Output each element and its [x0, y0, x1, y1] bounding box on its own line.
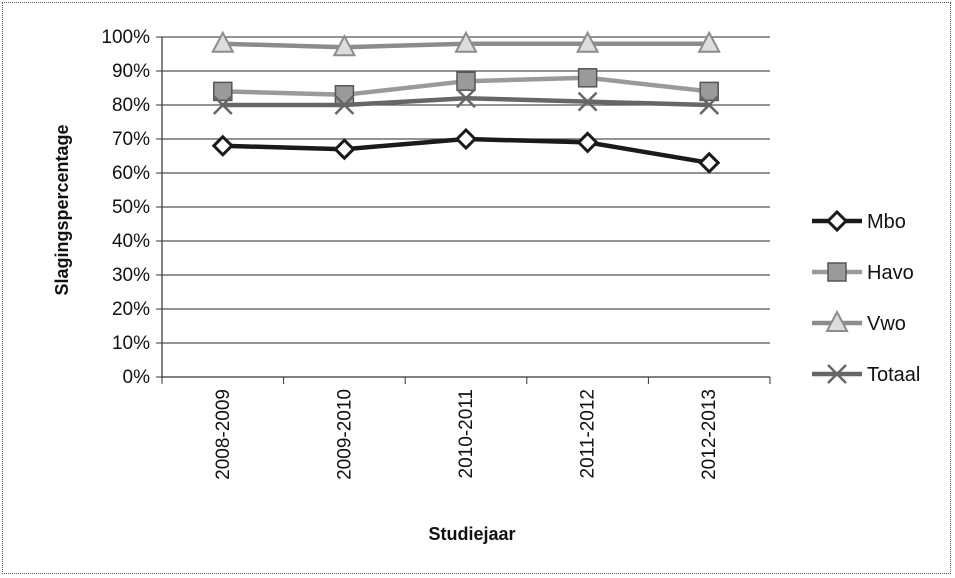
y-tick-label: 0% [123, 367, 151, 388]
data-point-vwo [454, 30, 478, 53]
data-point-havo [699, 81, 719, 102]
x-marker-stroke [699, 95, 720, 115]
x-axis-title: Studiejaar [428, 524, 515, 544]
axes [161, 37, 771, 384]
data-point-mbo [211, 134, 234, 157]
x-marker-stroke [212, 95, 233, 115]
data-point-mbo [333, 138, 356, 161]
data-point-totaal [699, 95, 720, 115]
y-tick-label: 40% [112, 231, 150, 252]
legend-label-havo: Havo [867, 262, 914, 284]
x-tick-label: 2008-2009 [213, 389, 234, 480]
legend-marker-havo [827, 262, 847, 282]
x-tick-label: 2010-2011 [456, 389, 477, 478]
y-tick-label: 80% [112, 95, 150, 116]
data-point-totaal [456, 88, 476, 109]
x-marker-stroke [456, 88, 476, 109]
data-point-vwo [697, 30, 721, 53]
data-point-totaal [334, 95, 355, 115]
x-marker-stroke [577, 91, 598, 112]
data-point-vwo [575, 30, 600, 53]
legend-label-mbo: Mbo [867, 211, 906, 233]
y-tick-label: 90% [112, 61, 150, 82]
y-tick-label: 20% [112, 299, 150, 320]
data-point-vwo [332, 34, 357, 57]
y-axis-title: Slagingspercentage [52, 124, 72, 295]
y-tick-label: 50% [112, 197, 150, 218]
series-group [211, 30, 721, 174]
x-tick-label: 2009-2010 [334, 389, 355, 480]
data-point-mbo [698, 151, 721, 174]
data-point-havo [213, 81, 233, 102]
y-tick-label: 10% [112, 333, 150, 354]
data-point-totaal [577, 91, 598, 112]
y-axis-tick-labels: 0% 10% 20% 30% 40% 50% 60% 70% 80% 90% 100% [101, 27, 150, 388]
data-point-mbo [454, 127, 478, 151]
legend: Mbo Havo Vwo Totaal [812, 209, 920, 386]
x-tick-label: 2012-2013 [699, 389, 720, 480]
data-point-havo [456, 71, 476, 91]
data-point-havo [334, 85, 355, 105]
y-tick-label: 70% [112, 129, 150, 150]
legend-marker-vwo [825, 309, 849, 332]
data-point-vwo [211, 30, 235, 53]
x-axis-tick-labels: 2008-2009 2009-2010 2010-2011 2011-2012 2012… [213, 389, 720, 480]
legend-label-totaal: Totaal [867, 364, 920, 386]
y-tick-label: 30% [112, 265, 150, 286]
data-point-mbo [576, 131, 599, 154]
data-point-totaal [212, 95, 233, 115]
y-tick-label: 100% [101, 27, 150, 48]
legend-marker-mbo [825, 209, 849, 233]
x-marker-stroke [827, 364, 847, 384]
legend-label-vwo: Vwo [867, 313, 906, 335]
x-marker-stroke [334, 95, 355, 115]
x-tick-label: 2011-2012 [578, 389, 599, 478]
legend-marker-totaal [827, 364, 847, 384]
y-tick-label: 60% [112, 163, 150, 184]
data-point-havo [577, 68, 598, 88]
